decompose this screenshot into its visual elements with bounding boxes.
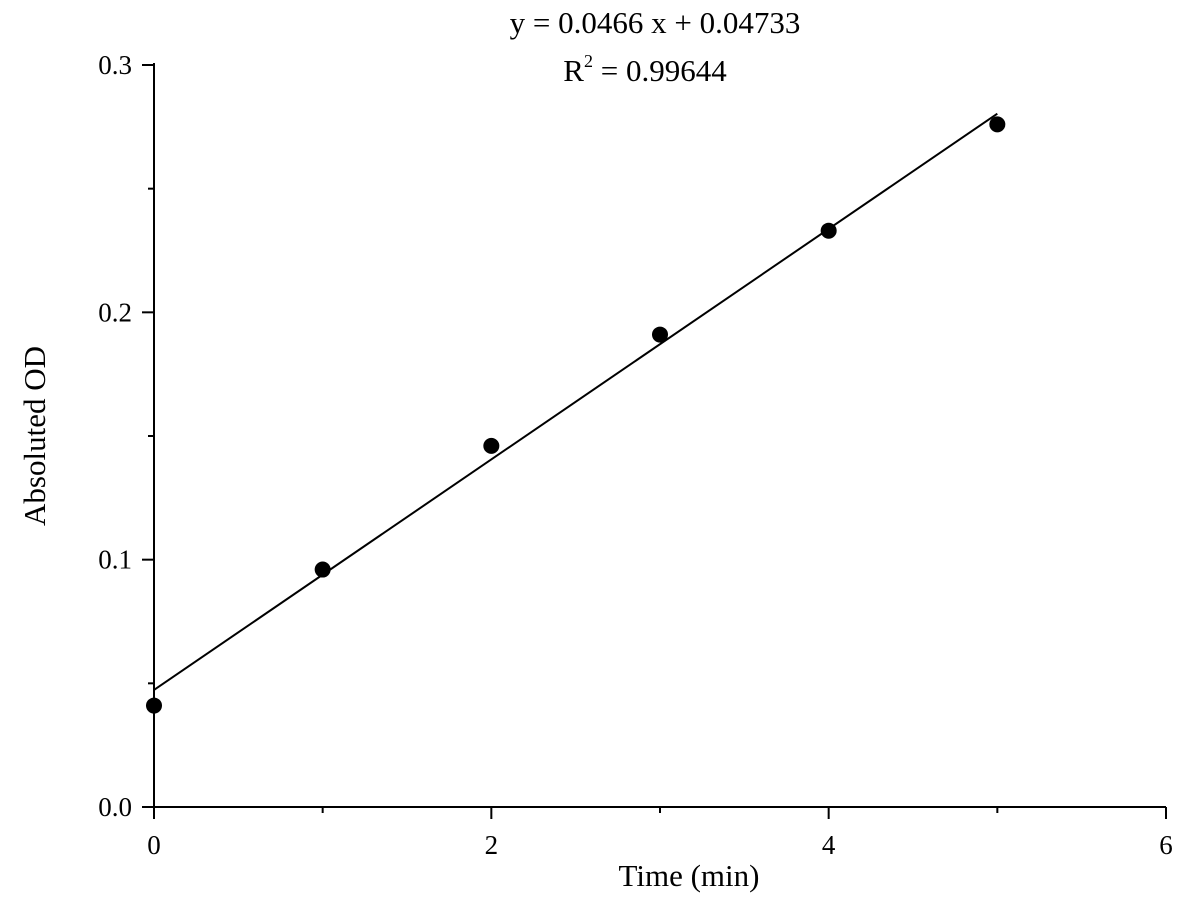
x-tick-label: 4 (822, 830, 836, 860)
fit-line-group (153, 112, 998, 691)
data-point (820, 222, 837, 239)
axes (153, 63, 1166, 808)
r2-superscript: 2 (584, 51, 593, 71)
r2-annotation: R2 = 0.99644 (563, 51, 727, 88)
data-point (146, 697, 162, 714)
y-tick-label: 0.3 (98, 50, 132, 80)
y-tick-label: 0.2 (98, 297, 132, 327)
data-point (314, 561, 331, 578)
fit-line (153, 112, 998, 691)
x-tick-label: 2 (485, 830, 499, 860)
equation-annotation: y = 0.0466 x + 0.04733 (510, 5, 801, 40)
y-tick-label: 0.0 (98, 792, 132, 822)
r2-value: = 0.99644 (593, 53, 727, 88)
x-tick-label: 0 (147, 830, 161, 860)
x-tick-label: 6 (1159, 830, 1173, 860)
r2-prefix: R (563, 53, 584, 88)
ticks: 0 2 4 6 0.0 0.1 0.2 0.3 (98, 50, 1173, 860)
y-tick-label: 0.1 (98, 545, 132, 575)
y-axis-label: Absoluted OD (17, 346, 52, 526)
data-point (989, 116, 1006, 133)
data-point (652, 326, 668, 343)
data-point (483, 437, 500, 454)
x-axis-label: Time (min) (619, 858, 760, 893)
data-points (146, 116, 1006, 714)
